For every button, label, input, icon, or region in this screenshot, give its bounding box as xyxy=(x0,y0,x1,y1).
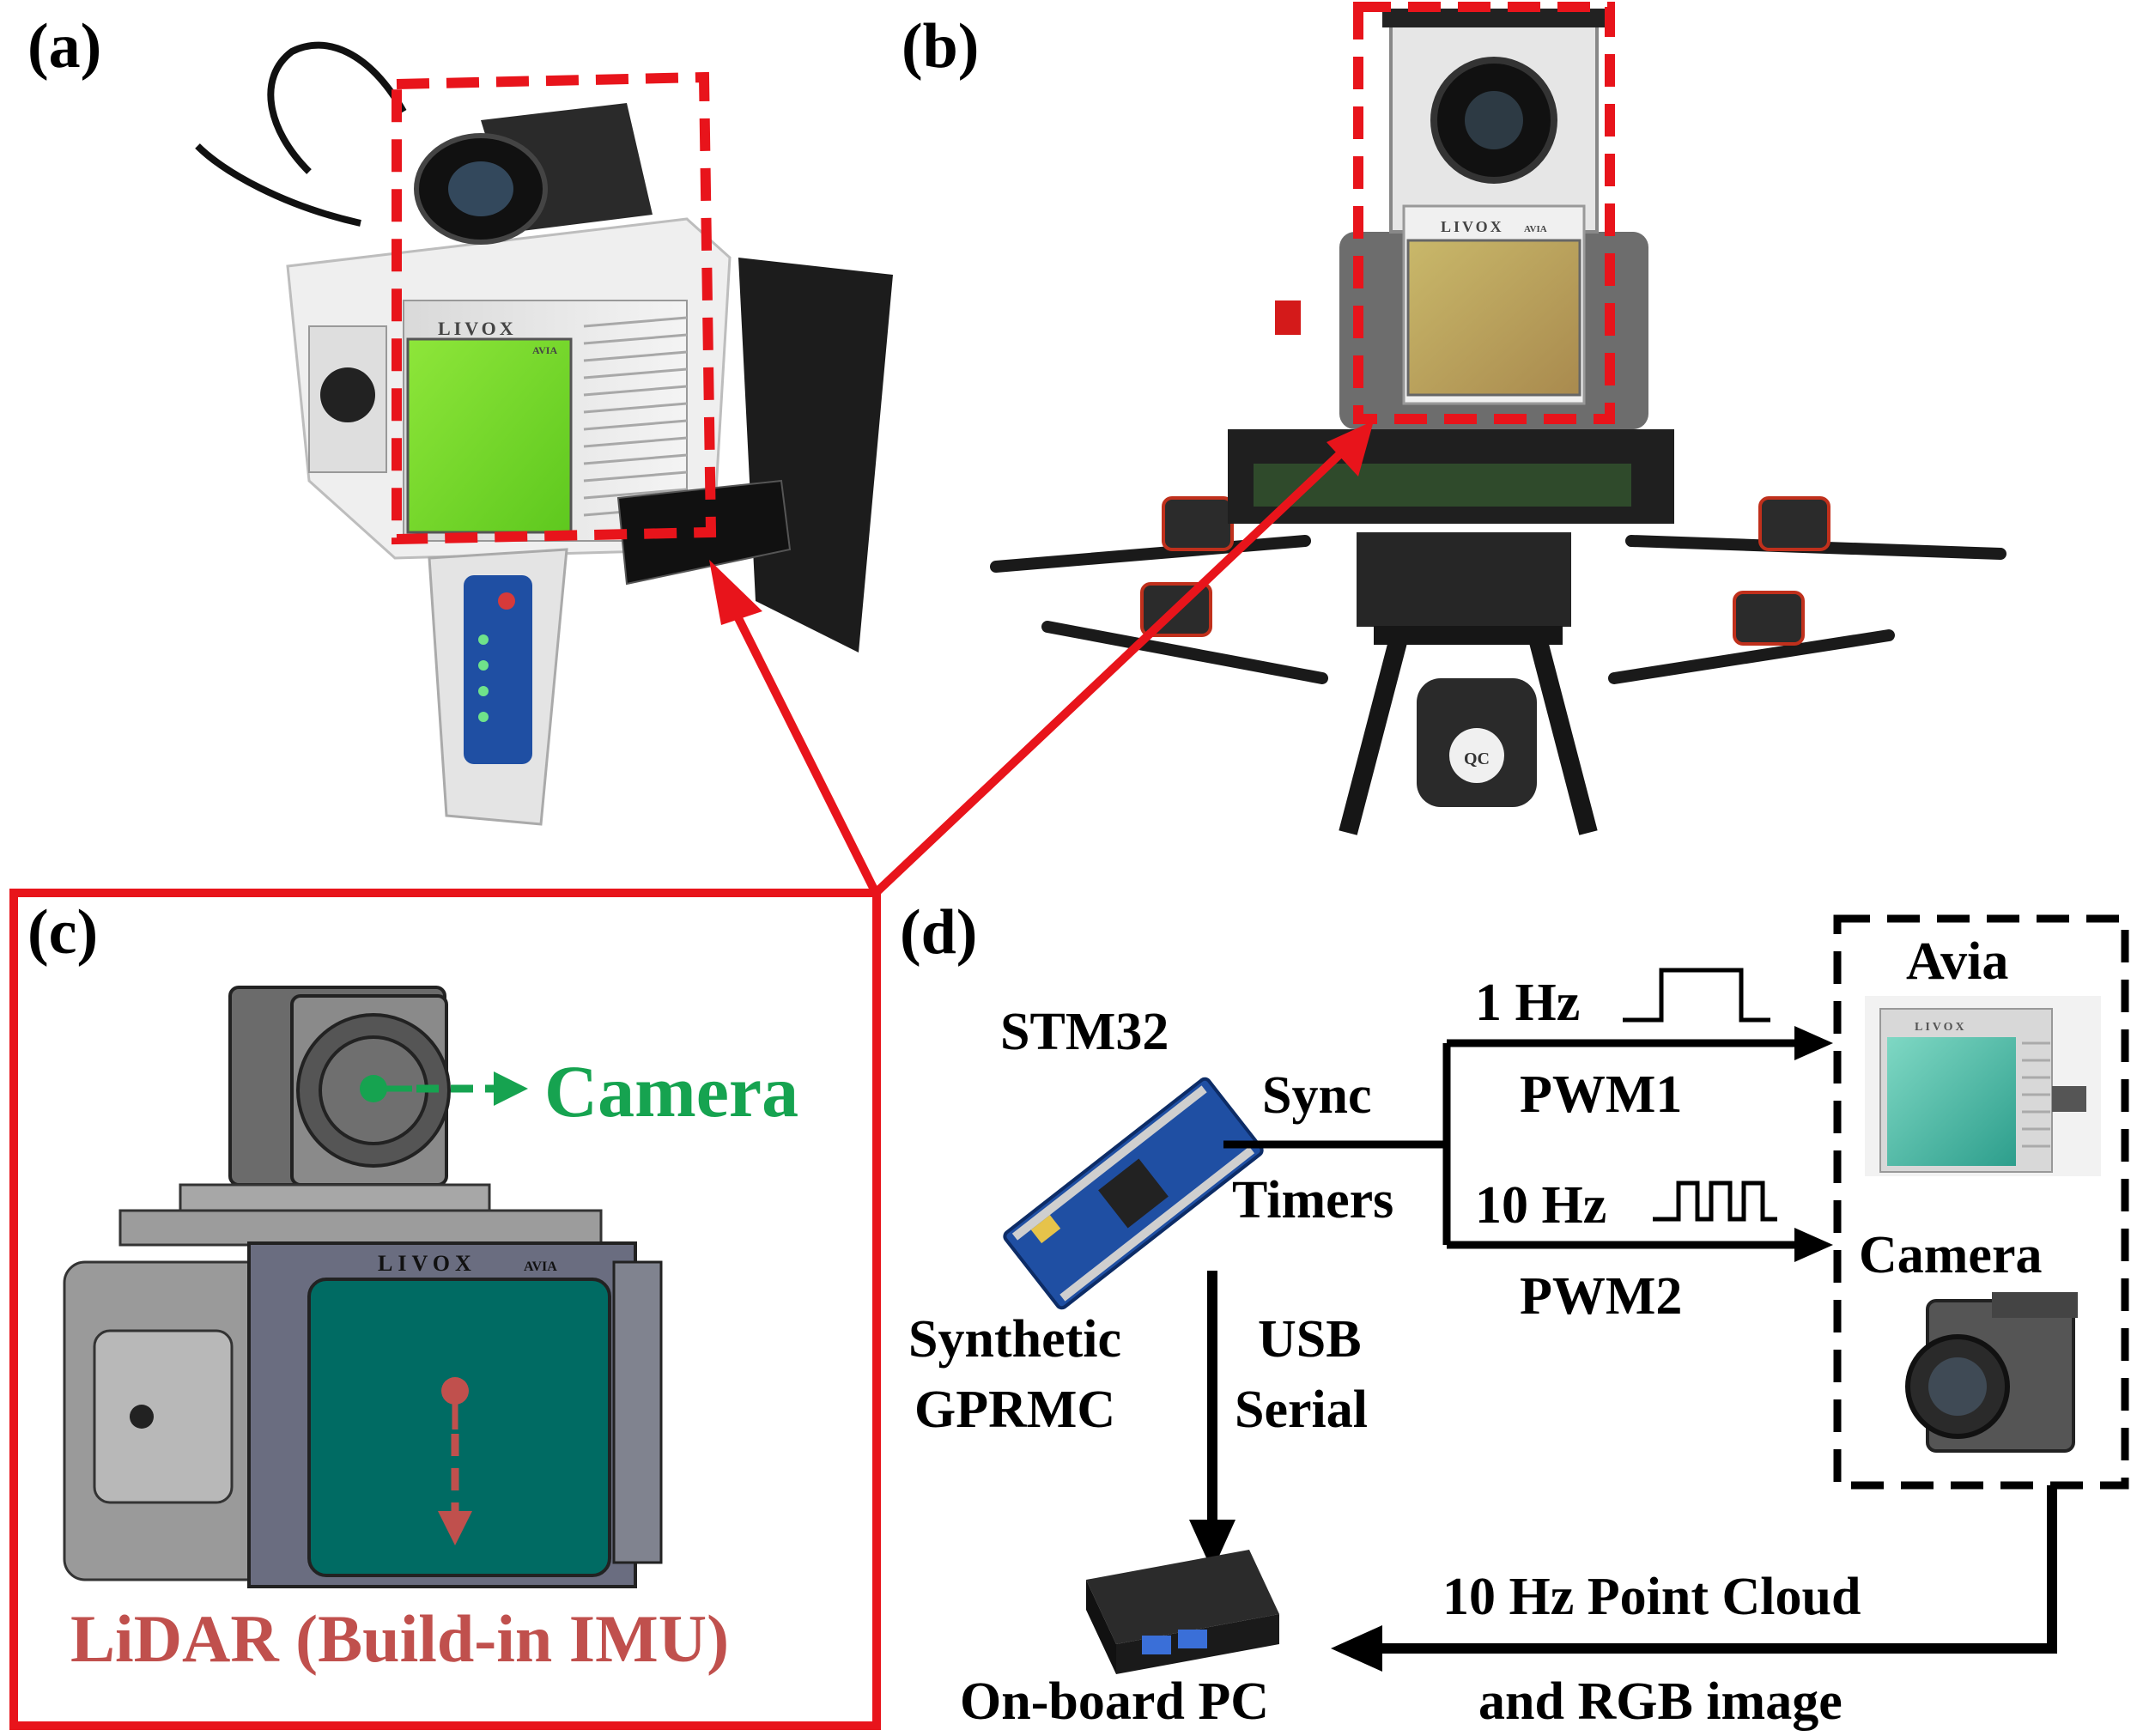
cage-top-bar xyxy=(1382,9,1606,27)
gimbal-qc: QC xyxy=(1464,750,1490,768)
c-camera-arrowhead xyxy=(494,1071,528,1106)
serial-label: Serial xyxy=(1235,1381,1368,1439)
panel-d: (d) STM32 Sync Timers 1 Hz PWM1 10 Hz PW… xyxy=(900,897,2129,1731)
onboard-pc-icon xyxy=(1086,1550,1279,1674)
motors xyxy=(1140,496,1830,646)
onboard-pc-label: On-board PC xyxy=(960,1672,1269,1731)
stm32-label: STM32 xyxy=(1000,1003,1169,1061)
rgb-label: and RGB image xyxy=(1478,1672,1843,1731)
pwm2-arrowhead xyxy=(1794,1228,1833,1262)
c-mount-2 xyxy=(118,1209,603,1247)
camera-lens-glass xyxy=(448,161,513,216)
handle-button-strip xyxy=(464,575,532,764)
sync-label: Sync xyxy=(1262,1066,1371,1125)
b-livox-brand: LIVOX xyxy=(1441,218,1504,235)
avia-label: Avia xyxy=(1906,932,2008,991)
pulse-1hz-icon xyxy=(1623,968,1770,1023)
sensor-group-box xyxy=(1833,914,2129,1490)
c-side-bracket-inner xyxy=(93,1329,234,1504)
d-avia-brand: LIVOX xyxy=(1915,1021,1967,1034)
hz1-label: 1 Hz xyxy=(1475,974,1580,1032)
lidar-highlight-box-b xyxy=(1353,2,1615,424)
avia-text: AVIA xyxy=(532,344,557,356)
panel-d-label: (d) xyxy=(900,897,977,968)
data-return-line xyxy=(1374,1485,2057,1654)
gprmc-label: GPRMC xyxy=(914,1381,1115,1439)
pointcloud-label: 10 Hz Point Cloud xyxy=(1442,1568,1861,1626)
panel-b-label: (b) xyxy=(902,11,979,82)
device-back-plate xyxy=(738,258,893,653)
pwm2-label: PWM2 xyxy=(1520,1267,1682,1326)
hz10-label: 10 Hz xyxy=(1475,1176,1606,1235)
pulse-10hz-icon xyxy=(1653,1181,1777,1222)
camera-icon xyxy=(1905,1292,2078,1453)
avia-lidar-icon: LIVOX xyxy=(1865,996,2101,1176)
usb-arrowhead xyxy=(1189,1520,1235,1571)
data-return-arrowhead xyxy=(1331,1625,1382,1672)
panel-c-label: (c) xyxy=(27,897,98,968)
camera-label: Camera xyxy=(1859,1226,2042,1284)
panel-a-label: (a) xyxy=(27,11,101,82)
c-avia-text: AVIA xyxy=(524,1260,557,1274)
usb-label: USB xyxy=(1258,1310,1362,1369)
lidar-window xyxy=(406,337,573,534)
landing-gear xyxy=(1339,626,1598,835)
drone-mid-plate xyxy=(1357,532,1571,627)
gimbal-lens xyxy=(1449,728,1504,783)
cable xyxy=(195,41,407,227)
c-camera-label: Camera xyxy=(544,1050,798,1132)
c-lidar-label: LiDAR (Build-in IMU) xyxy=(70,1601,729,1676)
c-lidar-window xyxy=(307,1278,611,1577)
c-lidar-right-side xyxy=(612,1260,663,1564)
vent-circle xyxy=(320,367,375,422)
panel-a: (a) LIVOX AVIA xyxy=(27,11,893,826)
pwm1-label: PWM1 xyxy=(1520,1065,1682,1124)
c-lidar-arrowhead xyxy=(438,1511,472,1545)
pwm1-arrowhead xyxy=(1794,1026,1833,1060)
record-button xyxy=(498,592,515,610)
b-camera-glass xyxy=(1465,91,1523,149)
c-bracket-hole xyxy=(130,1405,154,1429)
status-leds xyxy=(478,634,489,722)
panel-c: (c) Camera LIVOX AVIA LiDAR (Build-in IM… xyxy=(9,889,881,1730)
highlight-arrows xyxy=(709,421,1374,896)
b-avia-text: AVIA xyxy=(1524,224,1547,234)
power-switch xyxy=(1275,300,1301,335)
stm32-board-icon xyxy=(1003,1077,1264,1310)
lidar-highlight-box-a xyxy=(392,71,717,545)
panel-b: (b) QC LIVO xyxy=(902,2,2006,835)
c-livox-brand: LIVOX xyxy=(378,1251,477,1276)
synthetic-label: Synthetic xyxy=(908,1310,1121,1369)
b-lidar-window xyxy=(1406,239,1582,397)
livox-brand: LIVOX xyxy=(438,318,517,339)
panel-c-frame xyxy=(9,889,881,1730)
timers-label: Timers xyxy=(1232,1171,1393,1229)
